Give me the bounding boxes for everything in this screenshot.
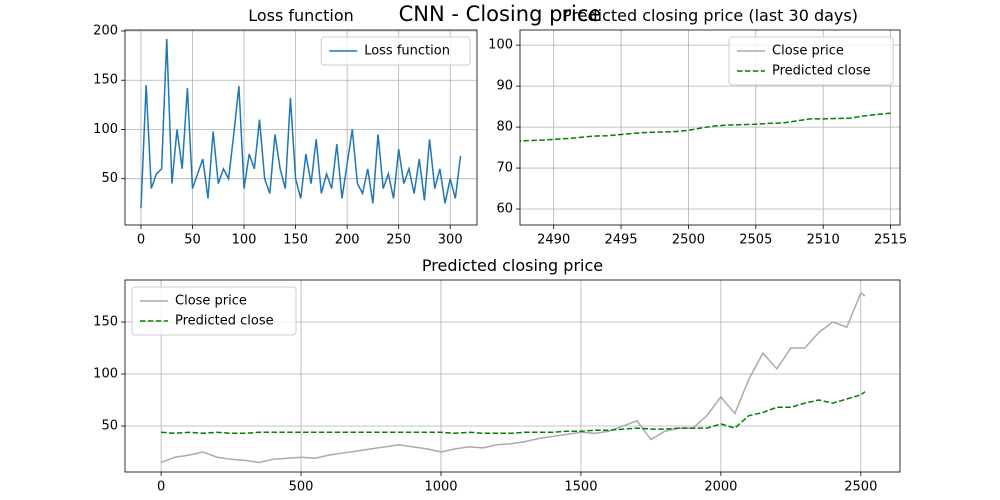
y-tick-label: 70 xyxy=(496,161,513,176)
x-tick-label: 2515 xyxy=(874,233,907,248)
series-line xyxy=(160,291,866,464)
series-line xyxy=(520,112,891,142)
x-tick-label: 300 xyxy=(438,233,463,248)
x-tick-label: 150 xyxy=(283,233,308,248)
legend-label: Close price xyxy=(175,294,247,309)
axes-title: Loss function xyxy=(248,6,354,25)
axes-title: Predicted closing price xyxy=(422,256,603,275)
series-line xyxy=(140,38,462,209)
x-tick-label: 50 xyxy=(184,233,201,248)
axes-frame xyxy=(124,29,478,226)
axes-title: Predicted closing price (last 30 days) xyxy=(562,6,858,25)
x-tick-label: 500 xyxy=(289,480,314,495)
y-tick-label: 100 xyxy=(488,38,513,53)
x-tick-label: 2490 xyxy=(537,233,570,248)
x-tick-label: 2510 xyxy=(807,233,840,248)
axes: 0 500 1000 1500 2000 2500 50 100 150 Predicted cl… xyxy=(93,256,901,495)
axes-frame xyxy=(124,279,901,473)
y-tick-label: 60 xyxy=(496,202,513,217)
legend-frame xyxy=(320,36,471,66)
x-tick-label: 2505 xyxy=(739,233,772,248)
legend: Loss function xyxy=(320,36,471,66)
x-tick-label: 200 xyxy=(335,233,360,248)
legend-label: Predicted close xyxy=(175,314,274,329)
x-tick-label: 2000 xyxy=(704,480,737,495)
axes: 2490 2495 2500 2505 2510 2515 60 70 80 90 100 Predi… xyxy=(488,6,907,248)
x-tick-label: 2500 xyxy=(672,233,705,248)
x-tick-label: 2495 xyxy=(605,233,638,248)
y-tick-label: 100 xyxy=(93,122,118,137)
y-tick-label: 150 xyxy=(93,315,118,330)
y-tick-label: 100 xyxy=(93,367,118,382)
axes: 0 50 100 150 200 250 300 50 100 150 200 Loss functi… xyxy=(93,6,478,248)
y-tick-label: 50 xyxy=(101,419,118,434)
x-tick-label: 1000 xyxy=(424,480,457,495)
legend-label: Predicted close xyxy=(772,64,871,79)
legend-frame xyxy=(728,36,894,86)
y-tick-label: 80 xyxy=(496,120,513,135)
series-line xyxy=(161,391,866,435)
x-tick-label: 0 xyxy=(137,233,145,248)
legend: Close price Predicted close xyxy=(728,36,894,86)
x-tick-label: 100 xyxy=(232,233,257,248)
figure-title: CNN - Closing price xyxy=(399,2,602,26)
y-tick-label: 150 xyxy=(93,73,118,88)
legend-frame xyxy=(131,286,297,336)
legend-label: Loss function xyxy=(364,44,450,59)
x-tick-label: 0 xyxy=(157,480,165,495)
legend-label: Close price xyxy=(772,44,844,59)
y-tick-label: 50 xyxy=(101,171,118,186)
axes-frame xyxy=(519,29,901,226)
x-tick-label: 2500 xyxy=(844,480,877,495)
y-tick-label: 90 xyxy=(496,79,513,94)
legend: Close price Predicted close xyxy=(131,286,297,336)
y-tick-label: 200 xyxy=(93,23,118,38)
x-tick-label: 250 xyxy=(386,233,411,248)
x-tick-label: 1500 xyxy=(564,480,597,495)
